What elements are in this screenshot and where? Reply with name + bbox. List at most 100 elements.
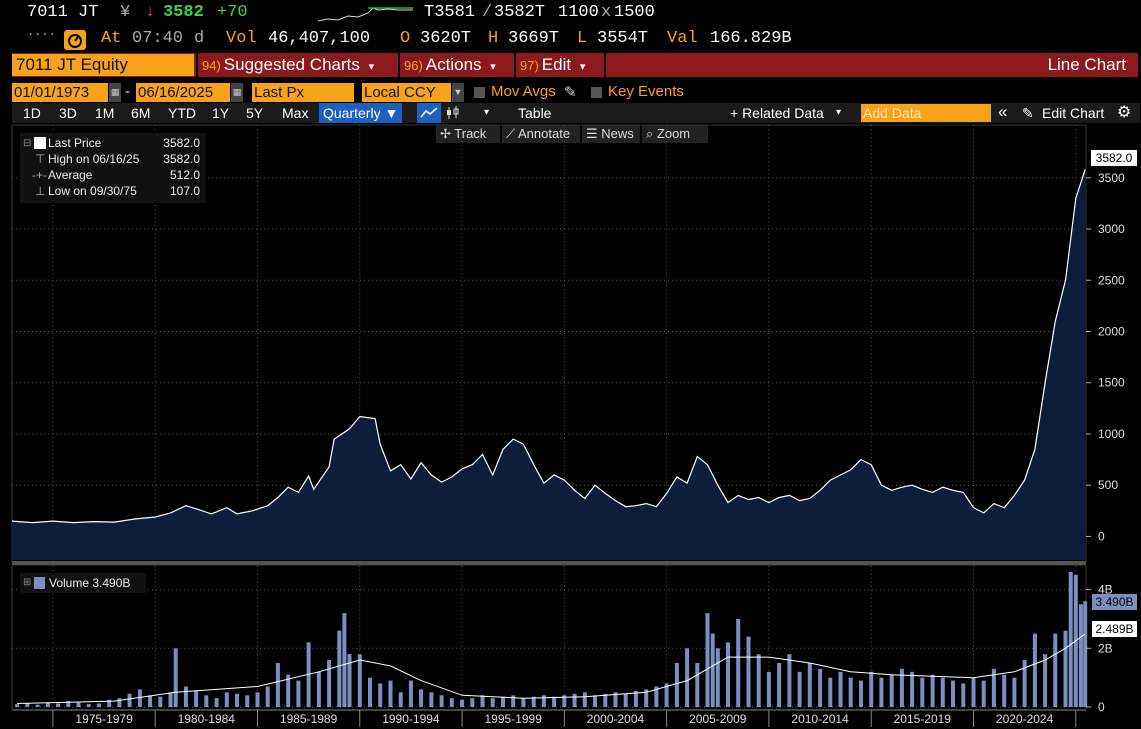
chevron-down-icon[interactable]: ▾ — [484, 107, 490, 118]
period-ytd[interactable]: YTD — [168, 105, 196, 121]
mov-avgs-label: Mov Avgs — [491, 83, 556, 100]
volume-bar — [449, 698, 454, 707]
legend-average-label: Average — [48, 168, 93, 182]
add-data-input[interactable]: Add Data — [861, 104, 991, 122]
price-tick-label: 0 — [1098, 529, 1105, 543]
volume-bar — [204, 695, 209, 707]
chevron-down-icon[interactable]: ▼ — [452, 83, 464, 102]
expand-legend-icon[interactable]: ⊞ — [23, 577, 32, 588]
last-price: 3582 — [163, 3, 204, 22]
at-label: At — [101, 29, 122, 48]
volume-bar — [777, 663, 782, 707]
volume-bars — [15, 572, 1088, 707]
start-date-field[interactable]: 01/01/1973 — [12, 83, 108, 102]
field-select[interactable]: Last Px — [252, 83, 354, 102]
zoom-tool[interactable]: ⌕ Zoom — [642, 125, 708, 143]
volume-bar — [378, 683, 383, 707]
news-tool[interactable]: ☰ News — [582, 125, 640, 143]
last-price-swatch — [34, 137, 46, 149]
chevron-down-icon[interactable]: ▾ — [836, 107, 842, 118]
gear-icon[interactable]: ⚙ — [1117, 104, 1132, 121]
volume-bar — [398, 692, 403, 707]
volume-bar — [797, 671, 802, 707]
collapse-legend-icon[interactable]: ⊟ — [23, 138, 32, 149]
volume-bar — [674, 663, 679, 707]
volume-bar — [705, 613, 710, 707]
annotate-tool[interactable]: ⟋ Annotate — [502, 125, 580, 143]
calendar-icon[interactable]: ▦ — [109, 83, 121, 102]
pencil-icon[interactable]: ✎ — [1022, 105, 1034, 121]
volume-bar — [45, 702, 50, 707]
price-line — [11, 169, 1086, 524]
suggested-charts-menu[interactable]: 94) Suggested Charts ▾ — [202, 55, 375, 74]
gauge-icon — [64, 30, 86, 56]
candlestick-icon[interactable] — [445, 103, 461, 128]
mov-avgs-checkbox[interactable] — [474, 87, 485, 98]
x-tick-label: 2000-2004 — [587, 712, 645, 726]
ask-price: 3582T — [494, 3, 546, 22]
volume-bar — [889, 674, 894, 707]
line-chart-icon[interactable] — [417, 103, 441, 123]
volume-bar — [787, 654, 792, 707]
legend-low-value: 107.0 — [169, 184, 200, 198]
edit-chart-button[interactable]: Edit Chart — [1042, 105, 1105, 121]
last-price-tag: 3582.0 — [1091, 150, 1137, 166]
volume-bar — [552, 696, 557, 707]
calendar-icon[interactable]: ▦ — [231, 83, 243, 102]
axes: 0 500 1000 1500 2000 2500 3000 3500 0 2B 4B 1975-19… — [12, 171, 1125, 727]
pencil-icon[interactable]: ✎ — [564, 84, 577, 101]
chart-type-label[interactable]: Line Chart — [1047, 55, 1126, 74]
volume-bar — [685, 648, 690, 707]
volume-bar — [859, 680, 863, 707]
options-row: 01/01/1973 ▦ - 06/16/2025 ▦ Last Px Loca… — [12, 83, 1140, 103]
volume-bar — [342, 613, 347, 707]
volume-bar — [296, 680, 301, 707]
volume-bar — [96, 703, 101, 707]
price-tick-label: 500 — [1098, 478, 1118, 492]
volume-bar — [168, 692, 173, 707]
volume-bar — [501, 696, 505, 707]
menu-bar: 7011 JT Equity 94) Suggested Charts ▾ 96)… — [12, 53, 1138, 77]
volume-bar — [981, 680, 986, 707]
period-6m[interactable]: 6M — [131, 105, 151, 121]
x-tick-label: 2005-2009 — [689, 712, 747, 726]
key-events-checkbox[interactable] — [591, 87, 602, 98]
period-1y[interactable]: 1Y — [212, 105, 230, 121]
volume-bar — [899, 668, 904, 707]
edit-menu[interactable]: 97) Edit ▾ — [520, 55, 586, 74]
end-date-field[interactable]: 06/16/2025 — [136, 83, 230, 102]
period-max[interactable]: Max — [282, 105, 309, 121]
period-1m[interactable]: 1M — [95, 105, 115, 121]
security-field[interactable]: 7011 JT Equity — [12, 54, 194, 76]
sparkline — [317, 5, 413, 29]
volume-bar — [531, 696, 536, 707]
x-tick-label: 1975-1979 — [75, 712, 133, 726]
frequency-dropdown[interactable]: Quarterly ▼ — [319, 103, 403, 123]
volume-bar — [86, 704, 91, 707]
volume-bar — [695, 663, 700, 707]
low-label: L — [577, 29, 588, 48]
volume-bar — [726, 642, 730, 707]
table-button[interactable]: Table — [518, 105, 552, 121]
period-3d[interactable]: 3D — [59, 105, 77, 121]
period-5y[interactable]: 5Y — [246, 105, 264, 121]
volume-bar — [920, 677, 925, 707]
x-tick-label: 1990-1994 — [382, 712, 440, 726]
volume-value: 46,407,100 — [268, 29, 371, 48]
bid-price: T3581 — [424, 3, 476, 22]
volume-pane-border — [11, 564, 1087, 711]
volume-bar — [327, 660, 332, 707]
volume-bar — [828, 677, 833, 707]
volume-tick-label: 0 — [1098, 700, 1105, 714]
collapse-icon[interactable]: « — [998, 102, 1008, 121]
volume-bar — [511, 695, 516, 707]
price-legend: ⊟ Last Price 3582.0 ⊤ High on 06/16/25 3… — [20, 133, 206, 203]
related-data-button[interactable]: + Related Data — [730, 105, 824, 121]
volume-bar — [214, 698, 219, 707]
volume-bar — [746, 636, 751, 707]
volume-bar — [480, 695, 485, 707]
actions-menu[interactable]: 96) Actions ▾ — [404, 55, 496, 74]
period-1d[interactable]: 1D — [23, 105, 41, 121]
currency-select[interactable]: Local CCY — [362, 83, 451, 102]
